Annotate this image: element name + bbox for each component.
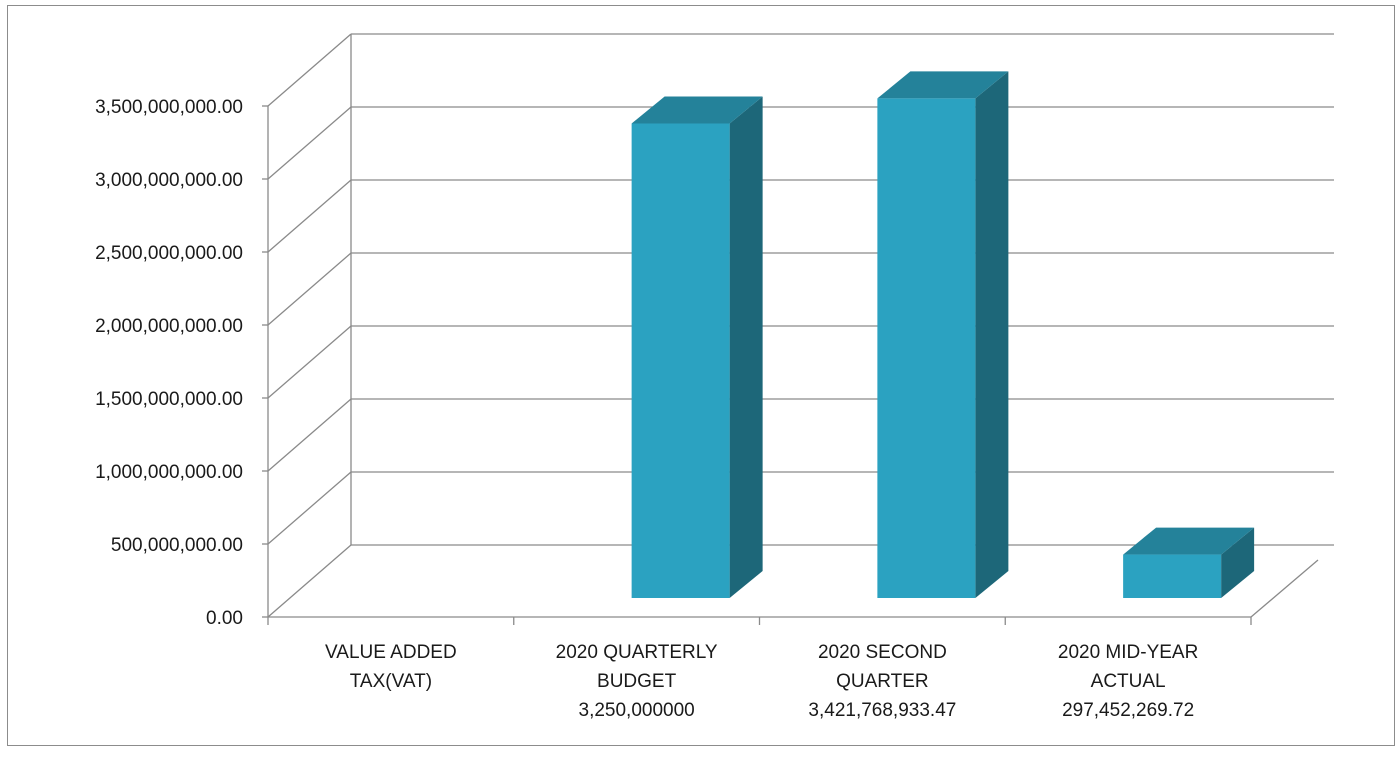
y-tick-label: 1,000,000,000.00 <box>95 462 243 483</box>
gridline-diagonal <box>267 252 352 326</box>
gridlines <box>267 33 1334 618</box>
category-label: VALUE ADDED <box>325 642 457 663</box>
labels: 0.00 500,000,000.00 1,000,000,000.00 1,500,… <box>95 97 1198 721</box>
y-tick-label: 2,500,000,000.00 <box>95 243 243 264</box>
gridline-diagonal <box>267 544 352 618</box>
category-label: TAX(VAT) <box>350 671 432 692</box>
gridline-diagonal <box>267 179 352 253</box>
bar-side <box>729 96 763 598</box>
bar <box>1123 554 1222 598</box>
y-tick-label: 2,000,000,000.00 <box>95 316 243 337</box>
category-label: 3,250,000000 <box>579 700 695 721</box>
bar-top <box>1123 527 1255 555</box>
category-label: QUARTER <box>836 671 929 692</box>
y-tick-label: 0.00 <box>206 608 243 629</box>
bar <box>877 98 976 598</box>
category-label: BUDGET <box>597 671 677 692</box>
bars <box>631 71 1255 598</box>
bar-top <box>631 96 763 124</box>
gridline-diagonal <box>267 471 352 545</box>
gridline-diagonal <box>267 325 352 399</box>
y-tick-label: 3,000,000,000.00 <box>95 170 243 191</box>
bar-top <box>877 71 1009 99</box>
y-tick-label: 500,000,000.00 <box>111 535 243 556</box>
bar <box>631 123 730 598</box>
category-label: 2020 QUARTERLY <box>556 642 718 663</box>
gridline-diagonal <box>267 398 352 472</box>
category-label: ACTUAL <box>1091 671 1166 692</box>
bar-side <box>1221 527 1255 598</box>
category-label: 2020 SECOND <box>818 642 947 663</box>
floor-right-edge <box>1250 559 1319 618</box>
category-label: 2020 MID-YEAR <box>1058 642 1198 663</box>
y-tick-label: 1,500,000,000.00 <box>95 389 243 410</box>
category-label: 3,421,768,933.47 <box>808 700 956 721</box>
y-tick-label: 3,500,000,000.00 <box>95 97 243 118</box>
gridline-diagonal <box>267 33 352 107</box>
gridline-diagonal <box>267 106 352 180</box>
bar-side <box>975 71 1009 598</box>
axes <box>262 105 1319 625</box>
category-label: 297,452,269.72 <box>1062 700 1194 721</box>
